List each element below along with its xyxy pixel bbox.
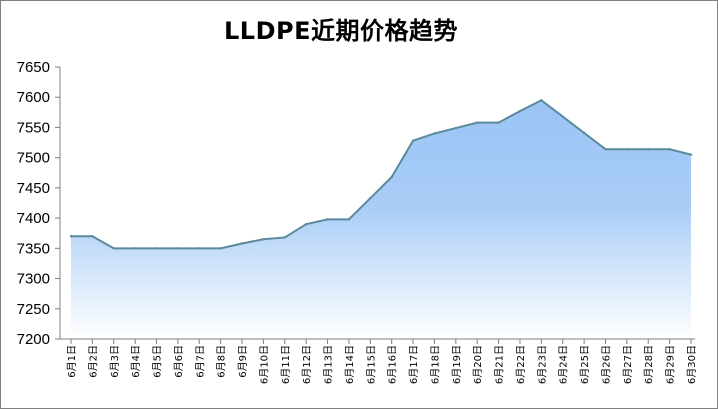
x-tick-label: 6月2日 [87, 345, 99, 378]
data-point [240, 242, 244, 245]
x-tick-label: 6月7日 [194, 345, 206, 378]
y-tick-label: 7600 [17, 89, 50, 106]
data-point [219, 247, 222, 250]
data-point [155, 247, 158, 250]
x-tick-label: 6月30日 [686, 345, 698, 384]
data-point [304, 222, 308, 226]
x-tick-label: 6月9日 [237, 345, 249, 378]
data-point [561, 115, 564, 118]
data-point [176, 247, 180, 250]
y-tick-label: 7650 [17, 59, 50, 76]
data-point [647, 148, 650, 151]
data-point [668, 148, 671, 151]
data-point [540, 99, 543, 102]
data-point [133, 247, 137, 250]
data-point [347, 218, 351, 221]
x-tick-label: 6月17日 [408, 345, 420, 384]
data-point [689, 153, 693, 156]
area-fill [71, 100, 691, 340]
y-tick-label: 7200 [17, 331, 50, 348]
data-point [91, 235, 94, 238]
x-tick-label: 6月29日 [665, 345, 677, 384]
x-tick-label: 6月12日 [301, 345, 313, 384]
data-point [582, 131, 586, 135]
y-tick-label: 7350 [17, 240, 50, 257]
data-point [411, 139, 415, 142]
x-tick-label: 6月16日 [387, 345, 399, 384]
x-tick-label: 6月10日 [258, 345, 270, 384]
y-tick-label: 7300 [17, 271, 50, 288]
x-tick-label: 6月11日 [280, 345, 292, 384]
y-tick-label: 7250 [17, 301, 50, 318]
x-tick-label: 6月23日 [536, 345, 548, 384]
y-tick-label: 7500 [17, 150, 50, 167]
data-point [433, 132, 436, 135]
chart-title: LLDPE近期价格趋势 [224, 17, 458, 45]
x-tick-label: 6月14日 [344, 345, 356, 384]
data-point [390, 175, 393, 179]
x-tick-label: 6月26日 [600, 345, 612, 384]
data-point [604, 148, 607, 151]
data-point [198, 247, 201, 250]
x-tick-label: 6月3日 [109, 345, 121, 378]
data-point [369, 196, 372, 200]
x-tick-label: 6月6日 [173, 345, 185, 378]
price-line [71, 99, 692, 250]
x-tick-label: 6月1日 [66, 345, 78, 378]
x-tick-label: 6月28日 [643, 345, 655, 384]
x-tick-label: 6月18日 [429, 345, 441, 384]
data-point [497, 121, 500, 124]
x-tick-label: 6月24日 [558, 345, 570, 384]
data-point [518, 109, 522, 113]
data-point [283, 236, 286, 239]
y-tick-label: 7450 [17, 180, 50, 197]
data-point [625, 148, 629, 151]
x-tick-label: 6月21日 [494, 345, 506, 384]
x-tick-label: 6月25日 [579, 345, 591, 384]
data-point [454, 126, 458, 130]
data-point [262, 238, 265, 241]
x-tick-label: 6月5日 [152, 345, 164, 378]
data-point [69, 235, 73, 238]
y-tick-label: 7550 [17, 119, 50, 136]
x-tick-label: 6月19日 [451, 345, 463, 384]
x-tick-label: 6月15日 [365, 345, 377, 384]
x-tick-label: 6月4日 [130, 345, 142, 378]
y-tick-label: 7400 [17, 210, 50, 227]
data-point [326, 218, 329, 221]
x-tick-label: 6月27日 [622, 345, 634, 384]
x-tick-label: 6月13日 [323, 345, 335, 384]
x-tick-label: 6月8日 [216, 345, 228, 378]
x-tick-label: 6月22日 [515, 345, 527, 384]
data-point [476, 121, 479, 124]
x-tick-label: 6月20日 [472, 345, 484, 384]
data-point [112, 247, 115, 250]
